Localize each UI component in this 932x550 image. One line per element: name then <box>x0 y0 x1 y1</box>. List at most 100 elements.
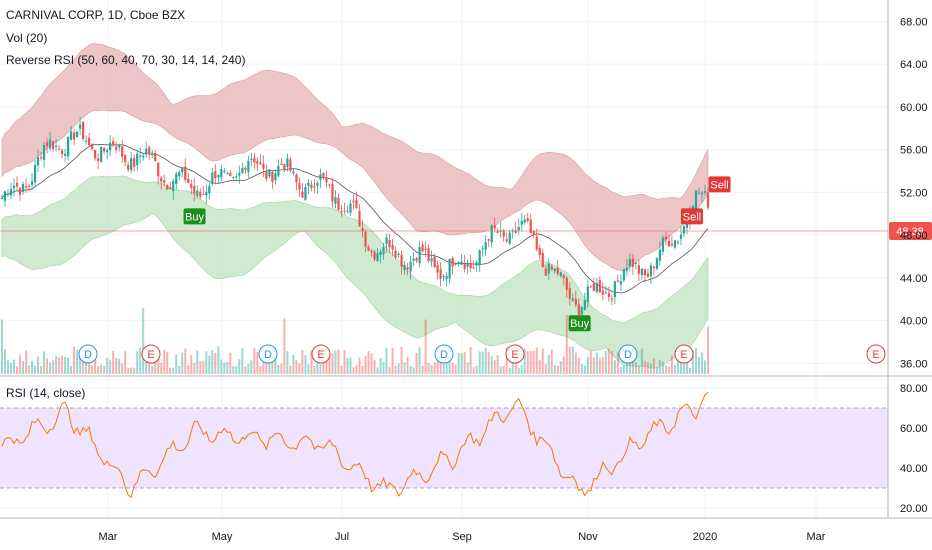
volume-bar <box>316 353 319 374</box>
signal-sell-label: Sell <box>710 179 728 191</box>
volume-bar <box>250 360 253 374</box>
candle-body <box>256 161 259 164</box>
candle-body <box>214 171 217 179</box>
candle-body <box>424 248 427 250</box>
volume-bar <box>202 361 205 374</box>
candle-body <box>553 268 556 272</box>
candle-body <box>706 192 710 208</box>
candle-body <box>475 262 478 266</box>
volume-bar <box>196 350 199 374</box>
candle-body <box>30 181 34 185</box>
time-tick-label: Mar <box>807 531 826 543</box>
candle-body <box>649 265 653 277</box>
candle-body <box>316 182 319 186</box>
volume-bar <box>265 353 268 374</box>
candle-body <box>295 174 298 183</box>
candle-body <box>544 268 547 276</box>
candle-body <box>145 148 148 155</box>
candle-body <box>652 266 656 269</box>
volume-bar <box>310 350 313 374</box>
volume-bar <box>346 358 349 374</box>
volume-bar <box>490 356 493 374</box>
price-candles[interactable] <box>0 117 710 322</box>
candle-body <box>166 185 169 190</box>
volume-bar <box>79 355 82 374</box>
volume-bar <box>28 365 31 374</box>
time-tick-label: Nov <box>578 531 598 543</box>
reverse-rsi-legend[interactable]: Reverse RSI (50, 60, 40, 70, 30, 14, 14,… <box>6 53 246 67</box>
candle-body <box>48 139 52 149</box>
candle-body <box>160 177 163 182</box>
candle-body <box>232 177 235 179</box>
volume-bar <box>211 350 214 374</box>
rsi-legend[interactable]: RSI (14, close) <box>6 386 86 400</box>
candle-body <box>433 256 436 268</box>
candle-body <box>124 155 127 163</box>
volume-bar <box>40 366 43 374</box>
candle-body <box>265 171 268 180</box>
lower-band <box>1 175 709 369</box>
volume-bar <box>112 350 115 374</box>
candle-body <box>436 264 439 273</box>
signal-buy-badge <box>183 208 206 225</box>
candle-body <box>661 237 665 252</box>
volume-bar <box>481 351 484 374</box>
volume-bar <box>97 366 100 374</box>
candle-body <box>442 275 445 278</box>
candle-body <box>493 225 496 229</box>
candle-body <box>613 281 616 298</box>
volume-bar <box>169 367 172 374</box>
volume-bar <box>562 356 565 374</box>
candle-body <box>304 187 307 201</box>
candle-body <box>673 240 677 248</box>
candle-body <box>382 247 385 254</box>
volume-bar <box>622 365 625 374</box>
candle-body <box>418 247 421 264</box>
candle-body <box>178 172 181 177</box>
volume-legend[interactable]: Vol (20) <box>6 31 48 45</box>
candle-body <box>220 168 223 178</box>
volume-bar <box>52 360 55 374</box>
candle-body <box>520 220 523 225</box>
volume-bar <box>238 359 241 374</box>
candle-body <box>6 193 10 195</box>
volume-bar <box>181 352 184 374</box>
volume-bar <box>100 364 103 374</box>
candle-body <box>21 184 25 192</box>
last-price-badge <box>889 222 932 241</box>
volume-bar <box>454 364 457 374</box>
event-dividend-marker <box>78 344 98 364</box>
volume-bar <box>226 361 229 374</box>
candle-body <box>634 262 637 264</box>
candle-body <box>421 244 424 252</box>
volume-bar <box>13 359 16 374</box>
candle-body <box>157 162 160 177</box>
candle-body <box>244 167 247 170</box>
volume-bar <box>541 348 544 374</box>
candle-body <box>271 171 274 182</box>
volume-bar <box>259 365 262 374</box>
volume-bar <box>499 366 502 374</box>
volume-bar <box>148 355 151 374</box>
candle-body <box>223 170 226 172</box>
volume-bar <box>451 362 454 374</box>
volume-bar <box>190 355 193 374</box>
candle-body <box>460 261 463 265</box>
volume-bar <box>670 355 673 374</box>
symbol-title[interactable]: CARNIVAL CORP, 1D, Cboe BZX <box>6 8 186 22</box>
volume-bar <box>556 365 559 374</box>
candle-body <box>226 172 229 174</box>
volume-bar <box>19 355 22 374</box>
price-tick-label: 44.00 <box>900 273 928 285</box>
volume-bar <box>707 326 709 374</box>
candle-body <box>328 184 331 186</box>
signal-markers[interactable]: Buy Buy Sell Sell <box>183 176 731 332</box>
candle-body <box>679 234 683 239</box>
candle-body <box>400 254 403 267</box>
volume-bar <box>625 354 628 374</box>
candle-body <box>583 300 586 310</box>
volume-bar <box>445 353 448 374</box>
volume-bar <box>115 357 118 374</box>
